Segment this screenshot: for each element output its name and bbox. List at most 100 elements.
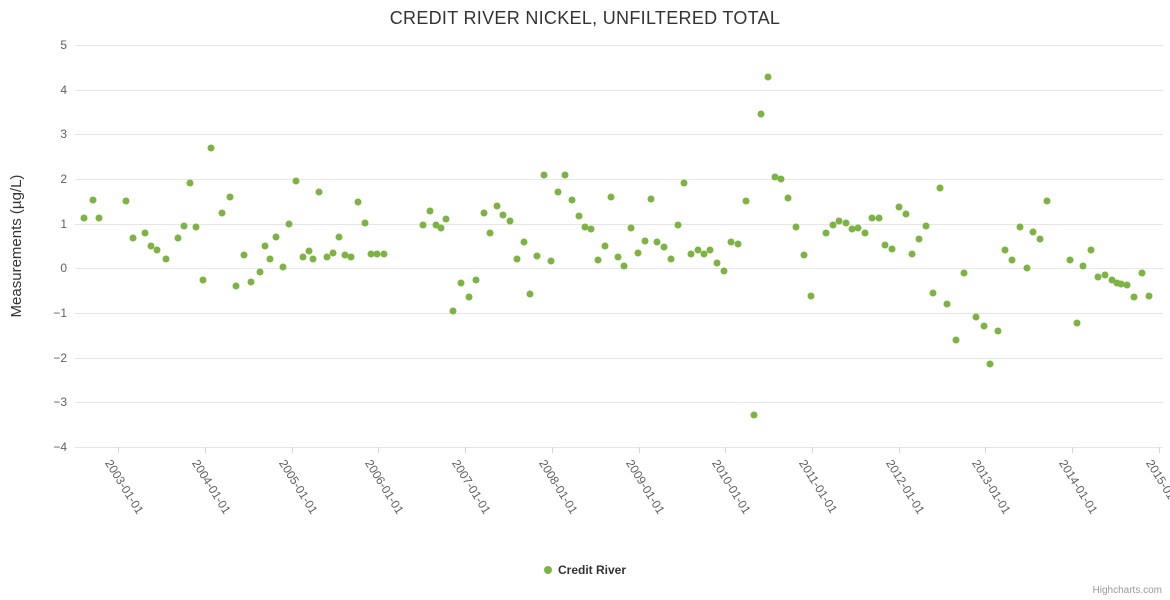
data-point[interactable] [147, 242, 155, 250]
data-point[interactable] [835, 217, 843, 225]
data-point[interactable] [218, 209, 226, 216]
data-point[interactable] [734, 240, 742, 248]
data-point[interactable] [174, 234, 182, 242]
data-point[interactable] [186, 179, 194, 187]
data-point[interactable] [437, 224, 445, 232]
data-point[interactable] [232, 282, 240, 290]
data-point[interactable] [354, 198, 362, 206]
data-point[interactable] [367, 250, 375, 258]
data-point[interactable] [499, 211, 507, 219]
data-point[interactable] [771, 173, 779, 181]
data-point[interactable] [641, 237, 649, 245]
data-point[interactable] [122, 197, 130, 205]
data-point[interactable] [266, 255, 274, 262]
data-point[interactable] [792, 223, 800, 231]
data-point[interactable] [226, 193, 234, 201]
data-point[interactable] [180, 222, 188, 230]
data-point[interactable] [506, 217, 514, 225]
data-point[interactable] [764, 73, 772, 81]
data-point[interactable] [426, 207, 434, 215]
data-point[interactable] [305, 247, 313, 255]
data-point[interactable] [292, 177, 300, 185]
data-point[interactable] [581, 223, 589, 231]
data-point[interactable] [323, 253, 331, 261]
data-point[interactable] [199, 276, 207, 283]
data-point[interactable] [757, 110, 765, 118]
data-point[interactable] [587, 225, 595, 233]
data-point[interactable] [240, 251, 248, 259]
data-point[interactable] [380, 250, 388, 258]
data-point[interactable] [192, 223, 200, 231]
data-point[interactable] [960, 269, 968, 277]
data-point[interactable] [129, 234, 137, 242]
data-point[interactable] [1101, 271, 1109, 279]
data-point[interactable] [627, 224, 635, 232]
data-point[interactable] [442, 215, 450, 223]
data-point[interactable] [634, 249, 642, 257]
data-point[interactable] [915, 235, 923, 243]
data-point[interactable] [1113, 279, 1121, 287]
data-point[interactable] [329, 249, 337, 257]
data-point[interactable] [449, 307, 457, 315]
data-point[interactable] [1094, 273, 1102, 281]
data-point[interactable] [1043, 197, 1051, 205]
data-point[interactable] [207, 144, 215, 152]
data-point[interactable] [1016, 223, 1024, 231]
data-point[interactable] [842, 219, 850, 227]
data-point[interactable] [141, 229, 149, 237]
data-point[interactable] [986, 360, 994, 368]
data-point[interactable] [829, 221, 837, 229]
data-point[interactable] [299, 253, 307, 261]
data-point[interactable] [95, 214, 103, 222]
data-point[interactable] [1066, 256, 1074, 264]
data-point[interactable] [315, 188, 323, 195]
data-point[interactable] [1123, 281, 1131, 289]
data-point[interactable] [653, 238, 661, 246]
data-point[interactable] [750, 411, 758, 419]
data-point[interactable] [520, 238, 528, 246]
data-point[interactable] [261, 242, 269, 250]
data-point[interactable] [908, 250, 916, 258]
data-point[interactable] [687, 250, 695, 258]
data-point[interactable] [720, 267, 728, 275]
data-point[interactable] [554, 188, 562, 196]
data-point[interactable] [952, 336, 960, 344]
data-point[interactable] [1087, 246, 1095, 254]
data-point[interactable] [620, 262, 628, 270]
data-point[interactable] [888, 245, 896, 253]
data-point[interactable] [432, 221, 440, 229]
data-point[interactable] [647, 195, 655, 203]
data-point[interactable] [614, 253, 622, 261]
data-point[interactable] [419, 221, 427, 229]
data-point[interactable] [1001, 246, 1009, 254]
data-point[interactable] [80, 214, 88, 222]
data-point[interactable] [480, 209, 488, 217]
data-point[interactable] [1008, 256, 1016, 264]
data-point[interactable] [540, 171, 548, 179]
data-point[interactable] [713, 259, 721, 267]
data-point[interactable] [279, 263, 287, 271]
data-point[interactable] [854, 224, 862, 232]
data-point[interactable] [601, 242, 609, 250]
data-point[interactable] [568, 196, 576, 204]
data-point[interactable] [861, 229, 869, 237]
data-point[interactable] [162, 255, 170, 263]
data-point[interactable] [875, 214, 883, 222]
data-point[interactable] [980, 322, 988, 330]
data-point[interactable] [561, 171, 569, 179]
data-point[interactable] [706, 246, 714, 254]
data-point[interactable] [922, 222, 930, 230]
data-point[interactable] [347, 253, 355, 261]
data-point[interactable] [335, 233, 343, 241]
data-point[interactable] [513, 255, 521, 262]
data-point[interactable] [667, 255, 675, 263]
data-point[interactable] [700, 250, 708, 258]
data-point[interactable] [881, 241, 889, 249]
data-point[interactable] [1023, 264, 1031, 272]
credits-link[interactable]: Highcharts.com [1092, 585, 1162, 596]
data-point[interactable] [943, 300, 951, 308]
data-point[interactable] [1117, 280, 1125, 288]
data-point[interactable] [994, 327, 1002, 335]
data-point[interactable] [742, 197, 750, 205]
data-point[interactable] [575, 212, 583, 220]
